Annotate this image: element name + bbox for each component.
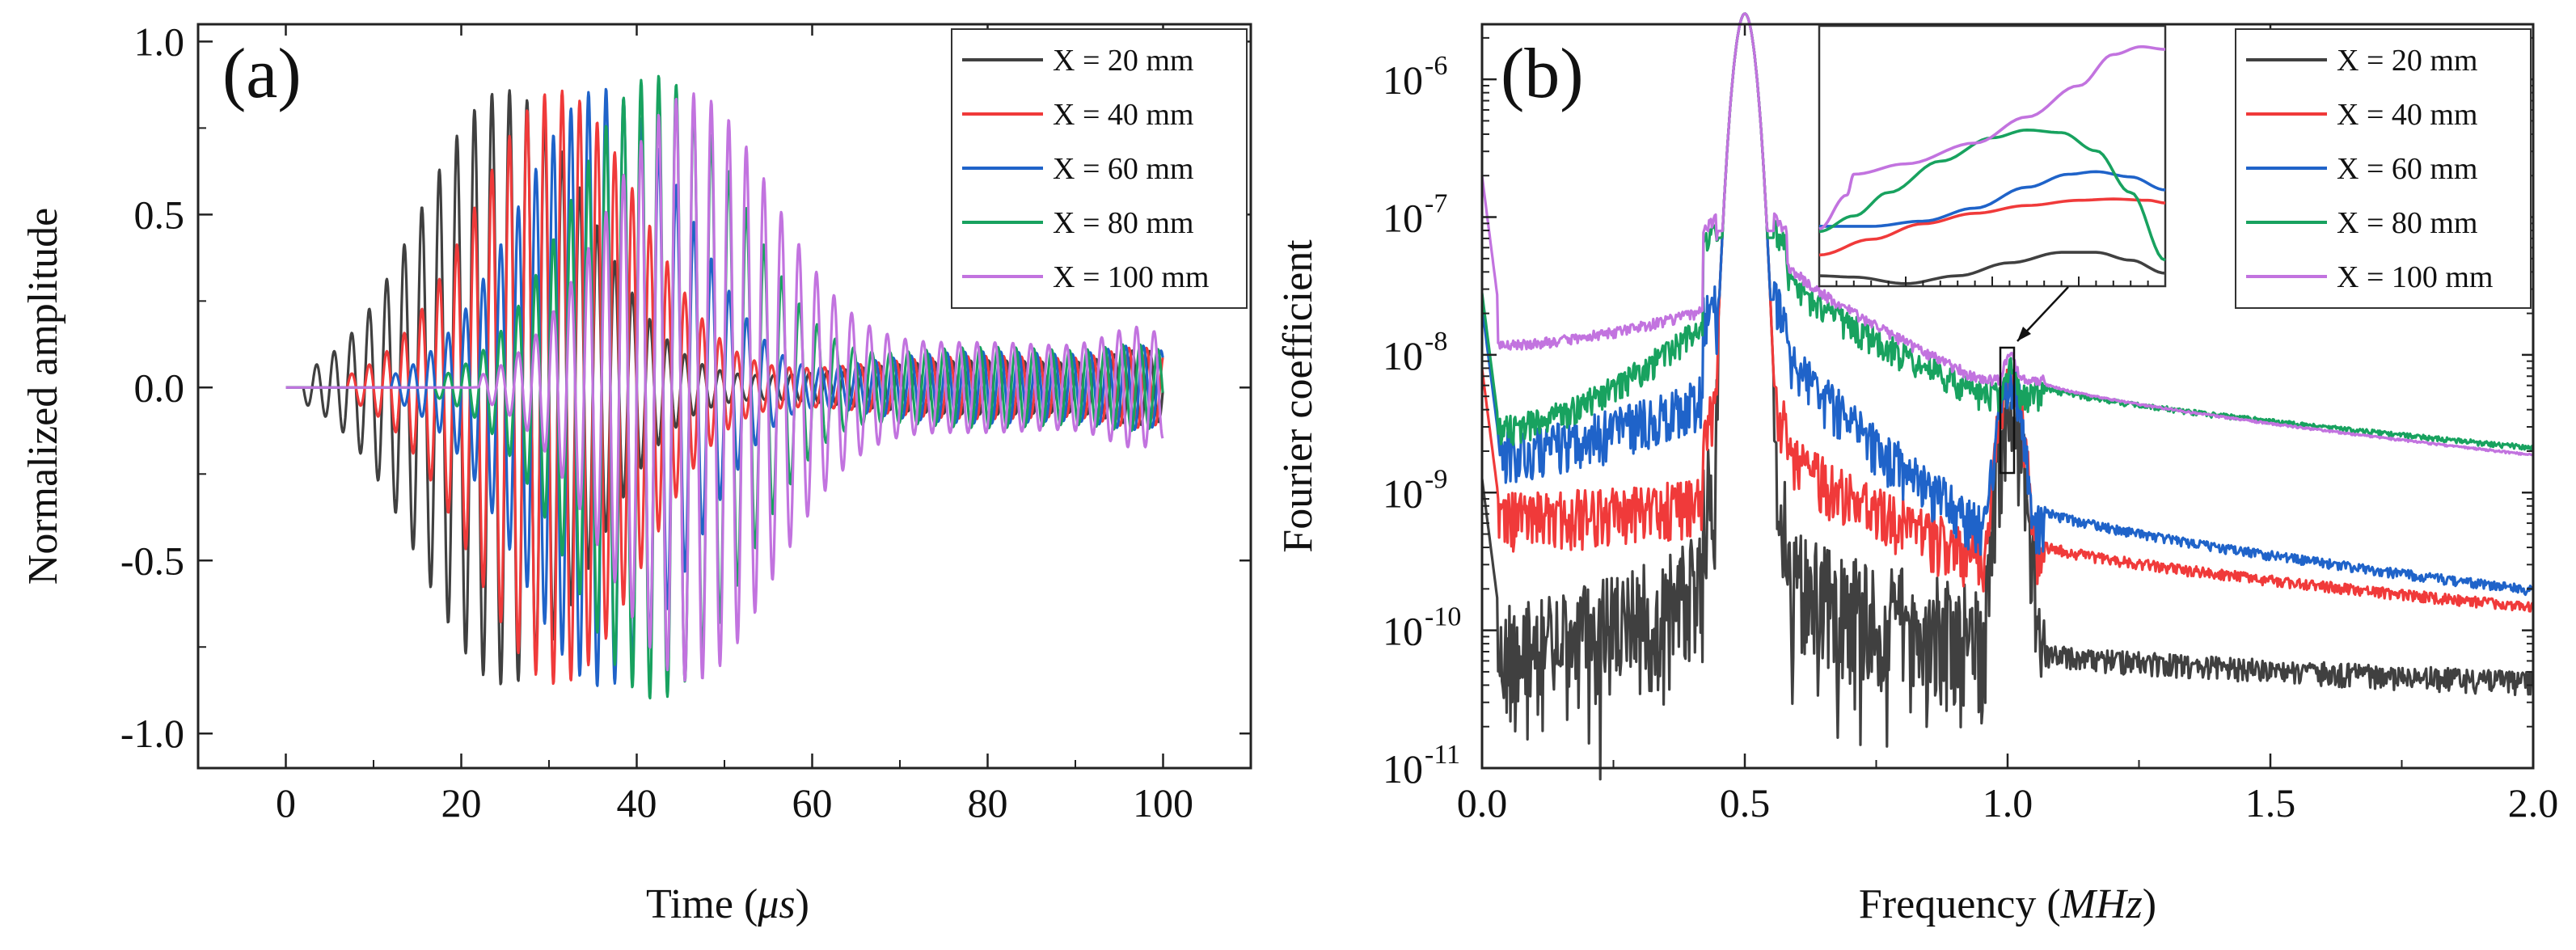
panel-b-y-tick-exponent: -11 xyxy=(1425,740,1460,770)
panel-b-y-tick-label: 10 xyxy=(1383,196,1423,241)
panel-a-legend: X = 20 mm X = 40 mm X = 60 mm X = 80 mm X = … xyxy=(951,28,1248,309)
panel-b-inset xyxy=(1818,24,2167,288)
panel-b-x-tick-label: 1.0 xyxy=(1983,780,2033,825)
inset-series-line xyxy=(1818,197,2166,257)
inset-ticks xyxy=(1835,277,2149,286)
panel-b-y-tick-label: 10 xyxy=(1383,333,1423,378)
panel-b-legend: X = 20 mm X = 40 mm X = 60 mm X = 80 mm X = … xyxy=(2235,28,2532,309)
panel-b-y-tick-exponent: -7 xyxy=(1425,189,1447,219)
zoom-region-box xyxy=(1999,346,2016,475)
panel-a: 0 20 40 60 80 100 -1.0 -0.5 0.0 0.5 1.0 (a) Time … xyxy=(20,19,1252,927)
panel-a-legend-entry: X = 100 mm xyxy=(1053,260,1210,294)
panel-b-series-line xyxy=(1480,12,2534,457)
panel-a-x-ticks: 0 20 40 60 80 100 xyxy=(197,24,1252,825)
panel-a-x-tick-label: 60 xyxy=(792,780,833,825)
inset-series-line xyxy=(1818,128,2166,262)
panel-a-label: (a) xyxy=(222,35,302,113)
panel-a-legend-entry: X = 80 mm xyxy=(1053,206,1194,240)
zoom-arrow-head xyxy=(2017,327,2031,341)
panel-b-legend-entry: X = 60 mm xyxy=(2337,152,2478,186)
panel-b-legend-entry: X = 100 mm xyxy=(2337,260,2494,294)
panel-a-x-tick-label: 0 xyxy=(276,780,296,825)
panel-b-legend-entry: X = 80 mm xyxy=(2337,206,2478,240)
panel-a-x-tick-label: 80 xyxy=(968,780,1008,825)
panel-b-series-line xyxy=(1480,12,2535,452)
panel-a-x-axis-title: Time (μs) xyxy=(646,881,809,927)
panel-a-y-tick-label: 0.5 xyxy=(134,192,185,237)
panel-b-y-tick-label: 10 xyxy=(1383,471,1423,516)
panel-a-y-axis-title: Normalized amplitude xyxy=(20,208,66,585)
panel-b-legend-entry: X = 40 mm xyxy=(2337,98,2478,132)
panel-a-x-tick-label: 40 xyxy=(617,780,657,825)
inset-series-line xyxy=(1819,170,2166,228)
inset-series-line xyxy=(1818,251,2166,285)
panel-a-legend-entry: X = 60 mm xyxy=(1053,152,1194,186)
panel-b-y-tick-exponent: -10 xyxy=(1425,602,1461,632)
inset-frame xyxy=(1818,24,2167,288)
panel-b-y-tick-exponent: -8 xyxy=(1425,327,1447,357)
panel-a-y-tick-label: 0.0 xyxy=(134,365,185,410)
inset-series-group xyxy=(1818,44,2166,285)
panel-b-y-axis-title: Fourier coefficient xyxy=(1275,239,1321,553)
panel-b-series-group xyxy=(1480,12,2535,781)
panel-a-x-tick-label: 20 xyxy=(441,780,482,825)
panel-a-legend-entry: X = 40 mm xyxy=(1053,98,1194,132)
panel-b-x-tick-label: 2.0 xyxy=(2508,780,2559,825)
panel-b-x-tick-label: 0.5 xyxy=(1720,780,1771,825)
panel-b-y-tick-label: 10 xyxy=(1383,746,1423,792)
panel-b-series-line xyxy=(1480,12,2534,597)
panel-a-series-group xyxy=(285,74,1164,700)
panel-a-legend-entry: X = 20 mm xyxy=(1053,44,1194,78)
panel-b-legend-entry: X = 20 mm xyxy=(2337,44,2478,78)
panel-a-y-tick-label: 1.0 xyxy=(134,19,185,64)
panel-a-y-ticks: -1.0 -0.5 0.0 0.5 1.0 xyxy=(120,19,1251,756)
panel-b-label: (b) xyxy=(1501,35,1584,113)
inset-series-line xyxy=(1818,44,2166,230)
panel-b-x-axis-title: Frequency (MHz) xyxy=(1859,881,2156,927)
panel-b: 0.0 0.5 1.0 1.5 2.0 10-1110-1010-910-810-710… xyxy=(1275,12,2559,927)
panel-b-y-tick-exponent: -9 xyxy=(1425,464,1447,494)
panel-b-y-tick-label: 10 xyxy=(1383,609,1423,654)
panel-b-y-tick-label: 10 xyxy=(1383,57,1423,103)
panel-b-x-tick-label: 1.5 xyxy=(2245,780,2296,825)
panel-b-y-tick-exponent: -6 xyxy=(1425,51,1447,81)
panel-b-x-tick-label: 0.0 xyxy=(1457,780,1508,825)
panel-a-y-tick-label: -1.0 xyxy=(120,711,184,756)
panel-a-x-tick-label: 100 xyxy=(1133,780,1193,825)
panel-a-series-line xyxy=(285,92,1164,682)
panel-a-y-tick-label: -0.5 xyxy=(120,538,184,583)
panel-b-x-ticks: 0.0 0.5 1.0 1.5 2.0 xyxy=(1457,24,2559,825)
